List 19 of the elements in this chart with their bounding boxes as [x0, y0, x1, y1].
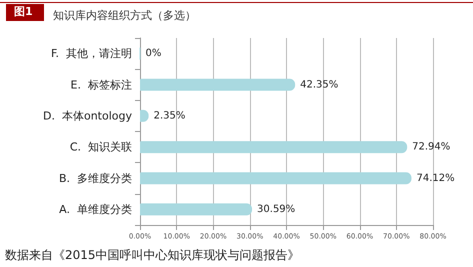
- data-label: 74.12%: [416, 172, 455, 184]
- y-tick-label: E. 标签标注: [70, 78, 132, 92]
- y-tick-label: A. 单维度分类: [59, 202, 132, 216]
- data-label: 2.35%: [154, 110, 186, 122]
- y-tick-label: C. 知识关联: [70, 140, 132, 154]
- bar: [140, 203, 252, 216]
- y-tick-label: B. 多维度分类: [58, 172, 132, 185]
- data-label: 72.94%: [412, 142, 450, 153]
- bar: [140, 141, 408, 154]
- data-label: 30.59%: [257, 204, 296, 215]
- bar: [140, 78, 296, 91]
- y-tick-label: D. 本体ontology: [43, 109, 132, 122]
- y-tick-label: F. 其他，请注明: [50, 47, 132, 60]
- bar: [140, 172, 412, 184]
- chart-title: 知识库内容组织方式（多选）: [53, 9, 196, 22]
- data-label: 0%: [146, 48, 162, 60]
- data-label: 42.35%: [300, 79, 338, 90]
- caption: 图1: [14, 5, 33, 18]
- text: 数据来自《2015中国呼叫中心知识库现状与问题报告》: [5, 248, 300, 262]
